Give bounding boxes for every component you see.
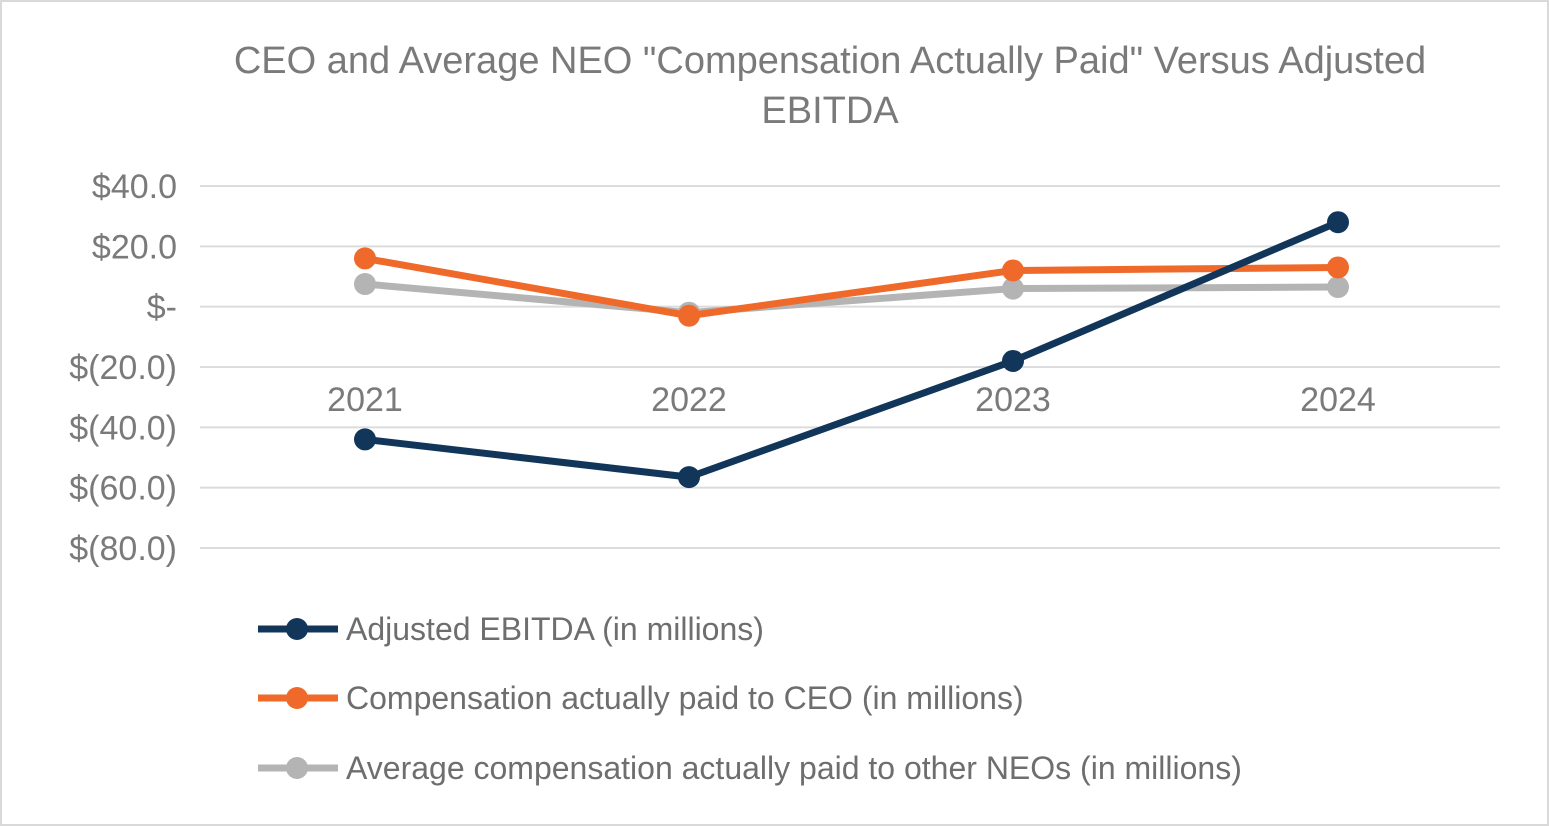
chart-title: CEO and Average NEO "Compensation Actual… — [233, 40, 1427, 132]
series-lines — [354, 211, 1349, 489]
x-axis-labels: 2021 2022 2023 2024 — [327, 381, 1376, 419]
y-axis-labels: $40.0 $20.0 $- $(20.0) $(40.0) $(60.0) $(80.0) — [69, 168, 177, 568]
y-tick-label: $(80.0) — [69, 530, 177, 568]
legend: Adjusted EBITDA (in millions) Compensatio… — [258, 611, 1242, 786]
data-point — [1327, 256, 1349, 279]
legend-label: Compensation actually paid to CEO (in mi… — [346, 680, 1024, 716]
legend-swatch-marker — [286, 687, 308, 709]
y-tick-label: $- — [147, 289, 177, 327]
data-point — [1327, 211, 1349, 234]
data-point — [678, 304, 700, 327]
x-tick-label: 2024 — [1300, 381, 1376, 419]
legend-entry: Average compensation actually paid to ot… — [258, 750, 1242, 786]
y-tick-label: $(20.0) — [69, 349, 177, 387]
y-tick-label: $20.0 — [92, 228, 177, 266]
legend-label: Average compensation actually paid to ot… — [346, 750, 1242, 786]
x-tick-label: 2021 — [327, 381, 403, 419]
legend-label: Adjusted EBITDA (in millions) — [346, 611, 764, 647]
data-point — [354, 428, 376, 451]
x-tick-label: 2022 — [651, 381, 727, 419]
series-0 — [354, 211, 1349, 489]
data-point — [678, 466, 700, 489]
data-point — [1327, 276, 1349, 299]
data-point — [1002, 277, 1024, 300]
series-line — [361, 280, 1342, 317]
gridlines — [200, 185, 1500, 549]
series-line — [361, 218, 1342, 481]
legend-entry: Compensation actually paid to CEO (in mi… — [258, 680, 1024, 716]
series-1 — [354, 247, 1349, 327]
data-point — [1002, 259, 1024, 282]
y-tick-label: $40.0 — [92, 168, 177, 206]
legend-entry: Adjusted EBITDA (in millions) — [258, 611, 764, 647]
y-tick-label: $(40.0) — [69, 409, 177, 447]
y-tick-label: $(60.0) — [69, 470, 177, 508]
data-point — [1002, 349, 1024, 372]
legend-swatch-marker — [286, 757, 308, 779]
series-line — [361, 254, 1342, 320]
data-point — [354, 247, 376, 270]
data-point — [354, 273, 376, 296]
legend-swatch-marker — [286, 618, 308, 640]
x-tick-label: 2023 — [975, 381, 1051, 419]
